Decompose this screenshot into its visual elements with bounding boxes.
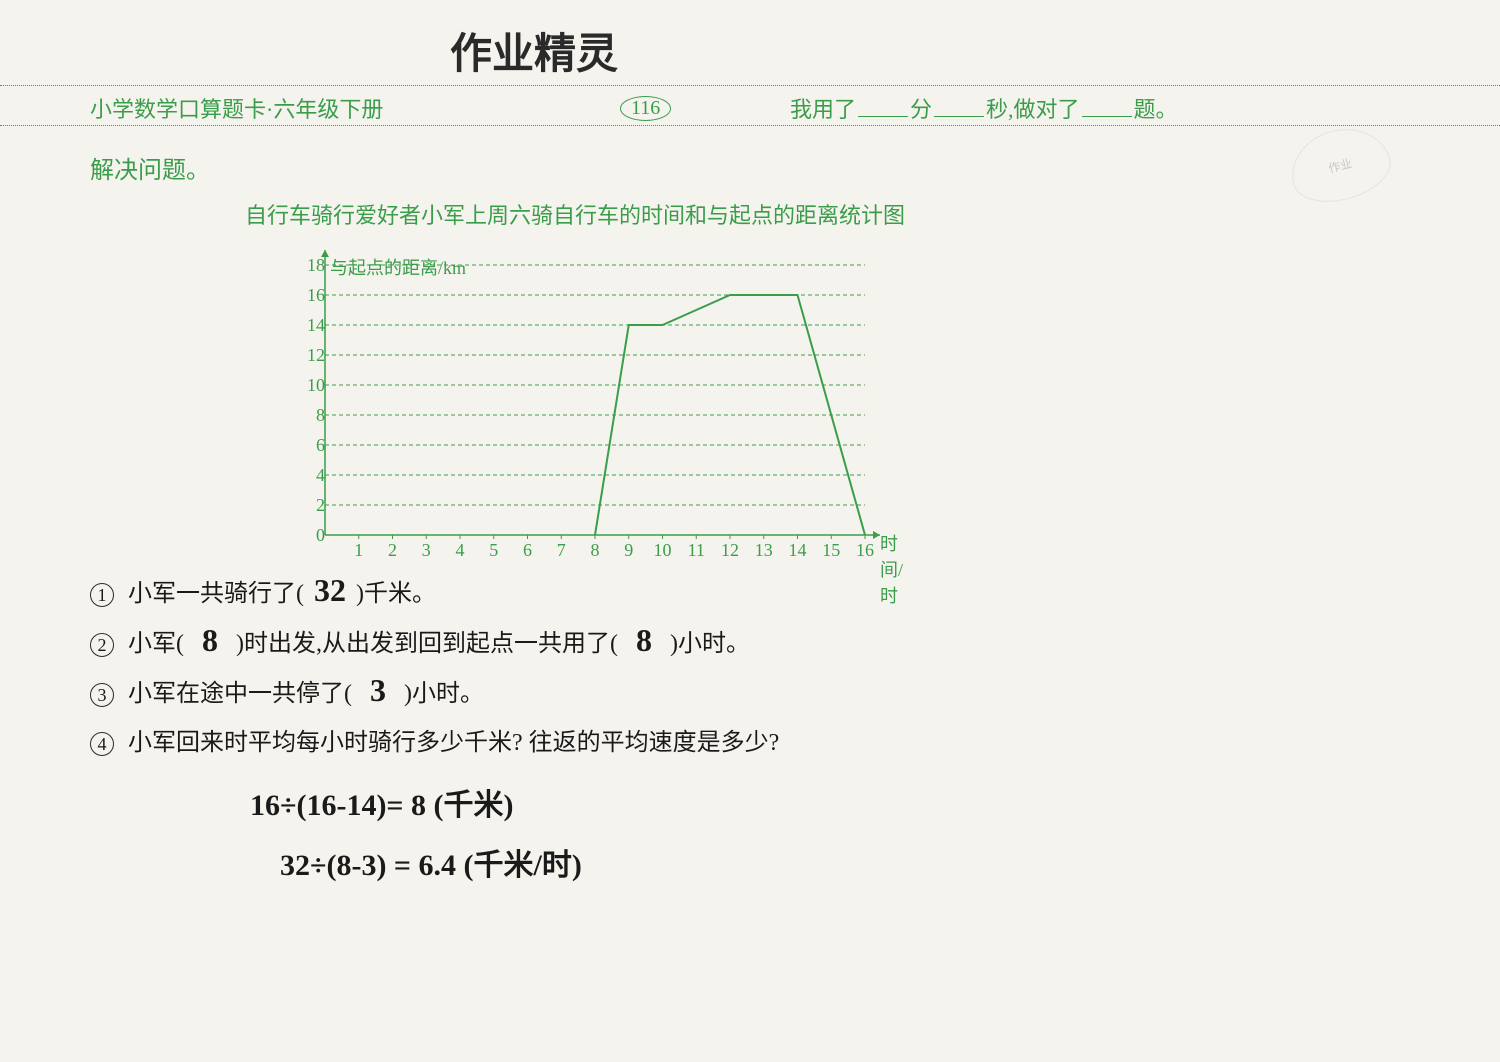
question-2-answer2: 8 (624, 622, 664, 659)
question-3-answer: 3 (358, 672, 398, 709)
question-1: 1 小军一共骑行了( 32 )千米。 (90, 572, 436, 609)
x-tick-label: 3 (416, 540, 436, 561)
calculation-line-2: 32÷(8-3) = 6.4 (千米/时) (280, 840, 582, 884)
timer-min-label: 分 (910, 97, 932, 122)
question-1-text-after: )千米。 (356, 581, 436, 607)
x-tick-label: 2 (383, 540, 403, 561)
header-divider-top (0, 85, 1500, 86)
x-tick-label: 13 (754, 540, 774, 561)
question-2: 2 小军( 8 )时出发,从出发到回到起点一共用了( 8 )小时。 (90, 622, 750, 659)
page-number: 116 (620, 96, 671, 121)
question-3-text-before: 小军在途中一共停了( (128, 681, 352, 707)
question-1-text-before: 小军一共骑行了( (128, 581, 304, 607)
y-tick-label: 6 (295, 435, 325, 456)
x-tick-label: 1 (349, 540, 369, 561)
x-tick-label: 12 (720, 540, 740, 561)
chart-title: 自行车骑行爱好者小军上周六骑自行车的时间和与起点的距离统计图 (245, 198, 905, 230)
question-2-text-after: )小时。 (670, 631, 750, 657)
question-2-number: 2 (90, 633, 114, 657)
x-tick-label: 8 (585, 540, 605, 561)
x-tick-label: 11 (686, 540, 706, 561)
y-tick-label: 2 (295, 495, 325, 516)
calculation-line-1: 16÷(16-14)= 8 (千米) (250, 780, 514, 824)
question-4-text: 小军回来时平均每小时骑行多少千米? 往返的平均速度是多少? (128, 730, 779, 756)
y-tick-label: 8 (295, 405, 325, 426)
minutes-blank (858, 116, 908, 117)
y-tick-label: 14 (295, 315, 325, 336)
x-tick-label: 10 (653, 540, 673, 561)
page-header: 小学数学口算题卡·六年级下册 116 我用了 分 秒,做对了 题。 (90, 92, 1440, 124)
seconds-blank (934, 116, 984, 117)
x-tick-label: 16 (855, 540, 875, 561)
line-chart: 与起点的距离/km 时间/时 024681012141618 123456789… (295, 250, 905, 560)
timer-score-text: 我用了 分 秒,做对了 题。 (790, 92, 1178, 124)
timer-suffix: 题。 (1134, 97, 1178, 122)
x-tick-label: 6 (518, 540, 538, 561)
y-tick-label: 10 (295, 375, 325, 396)
watermark-stamp: 作业 (1283, 118, 1398, 211)
x-tick-label: 14 (788, 540, 808, 561)
section-title: 解决问题。 (90, 150, 210, 185)
header-divider-bottom (0, 125, 1500, 126)
x-tick-label: 15 (821, 540, 841, 561)
x-tick-label: 7 (551, 540, 571, 561)
question-2-text-mid: )时出发,从出发到回到起点一共用了( (236, 631, 618, 657)
question-3-text-after: )小时。 (404, 681, 484, 707)
question-1-answer: 32 (310, 572, 350, 609)
y-tick-label: 4 (295, 465, 325, 486)
timer-sec-label: 秒,做对了 (986, 97, 1080, 122)
y-tick-label: 0 (295, 525, 325, 546)
book-title: 小学数学口算题卡·六年级下册 (90, 92, 383, 124)
question-2-answer1: 8 (190, 622, 230, 659)
question-1-number: 1 (90, 583, 114, 607)
x-tick-label: 5 (484, 540, 504, 561)
y-tick-label: 16 (295, 285, 325, 306)
question-2-text-before: 小军( (128, 631, 184, 657)
question-3-number: 3 (90, 683, 114, 707)
chart-svg (295, 250, 905, 560)
question-4-number: 4 (90, 732, 114, 756)
page-number-container: 116 (620, 96, 671, 121)
x-tick-label: 4 (450, 540, 470, 561)
y-tick-label: 12 (295, 345, 325, 366)
score-blank (1082, 116, 1132, 117)
timer-prefix: 我用了 (790, 97, 856, 122)
y-tick-label: 18 (295, 255, 325, 276)
question-4: 4 小军回来时平均每小时骑行多少千米? 往返的平均速度是多少? (90, 722, 779, 757)
x-tick-label: 9 (619, 540, 639, 561)
question-3: 3 小军在途中一共停了( 3 )小时。 (90, 672, 484, 709)
handwritten-watermark-title: 作业精灵 (450, 20, 618, 81)
